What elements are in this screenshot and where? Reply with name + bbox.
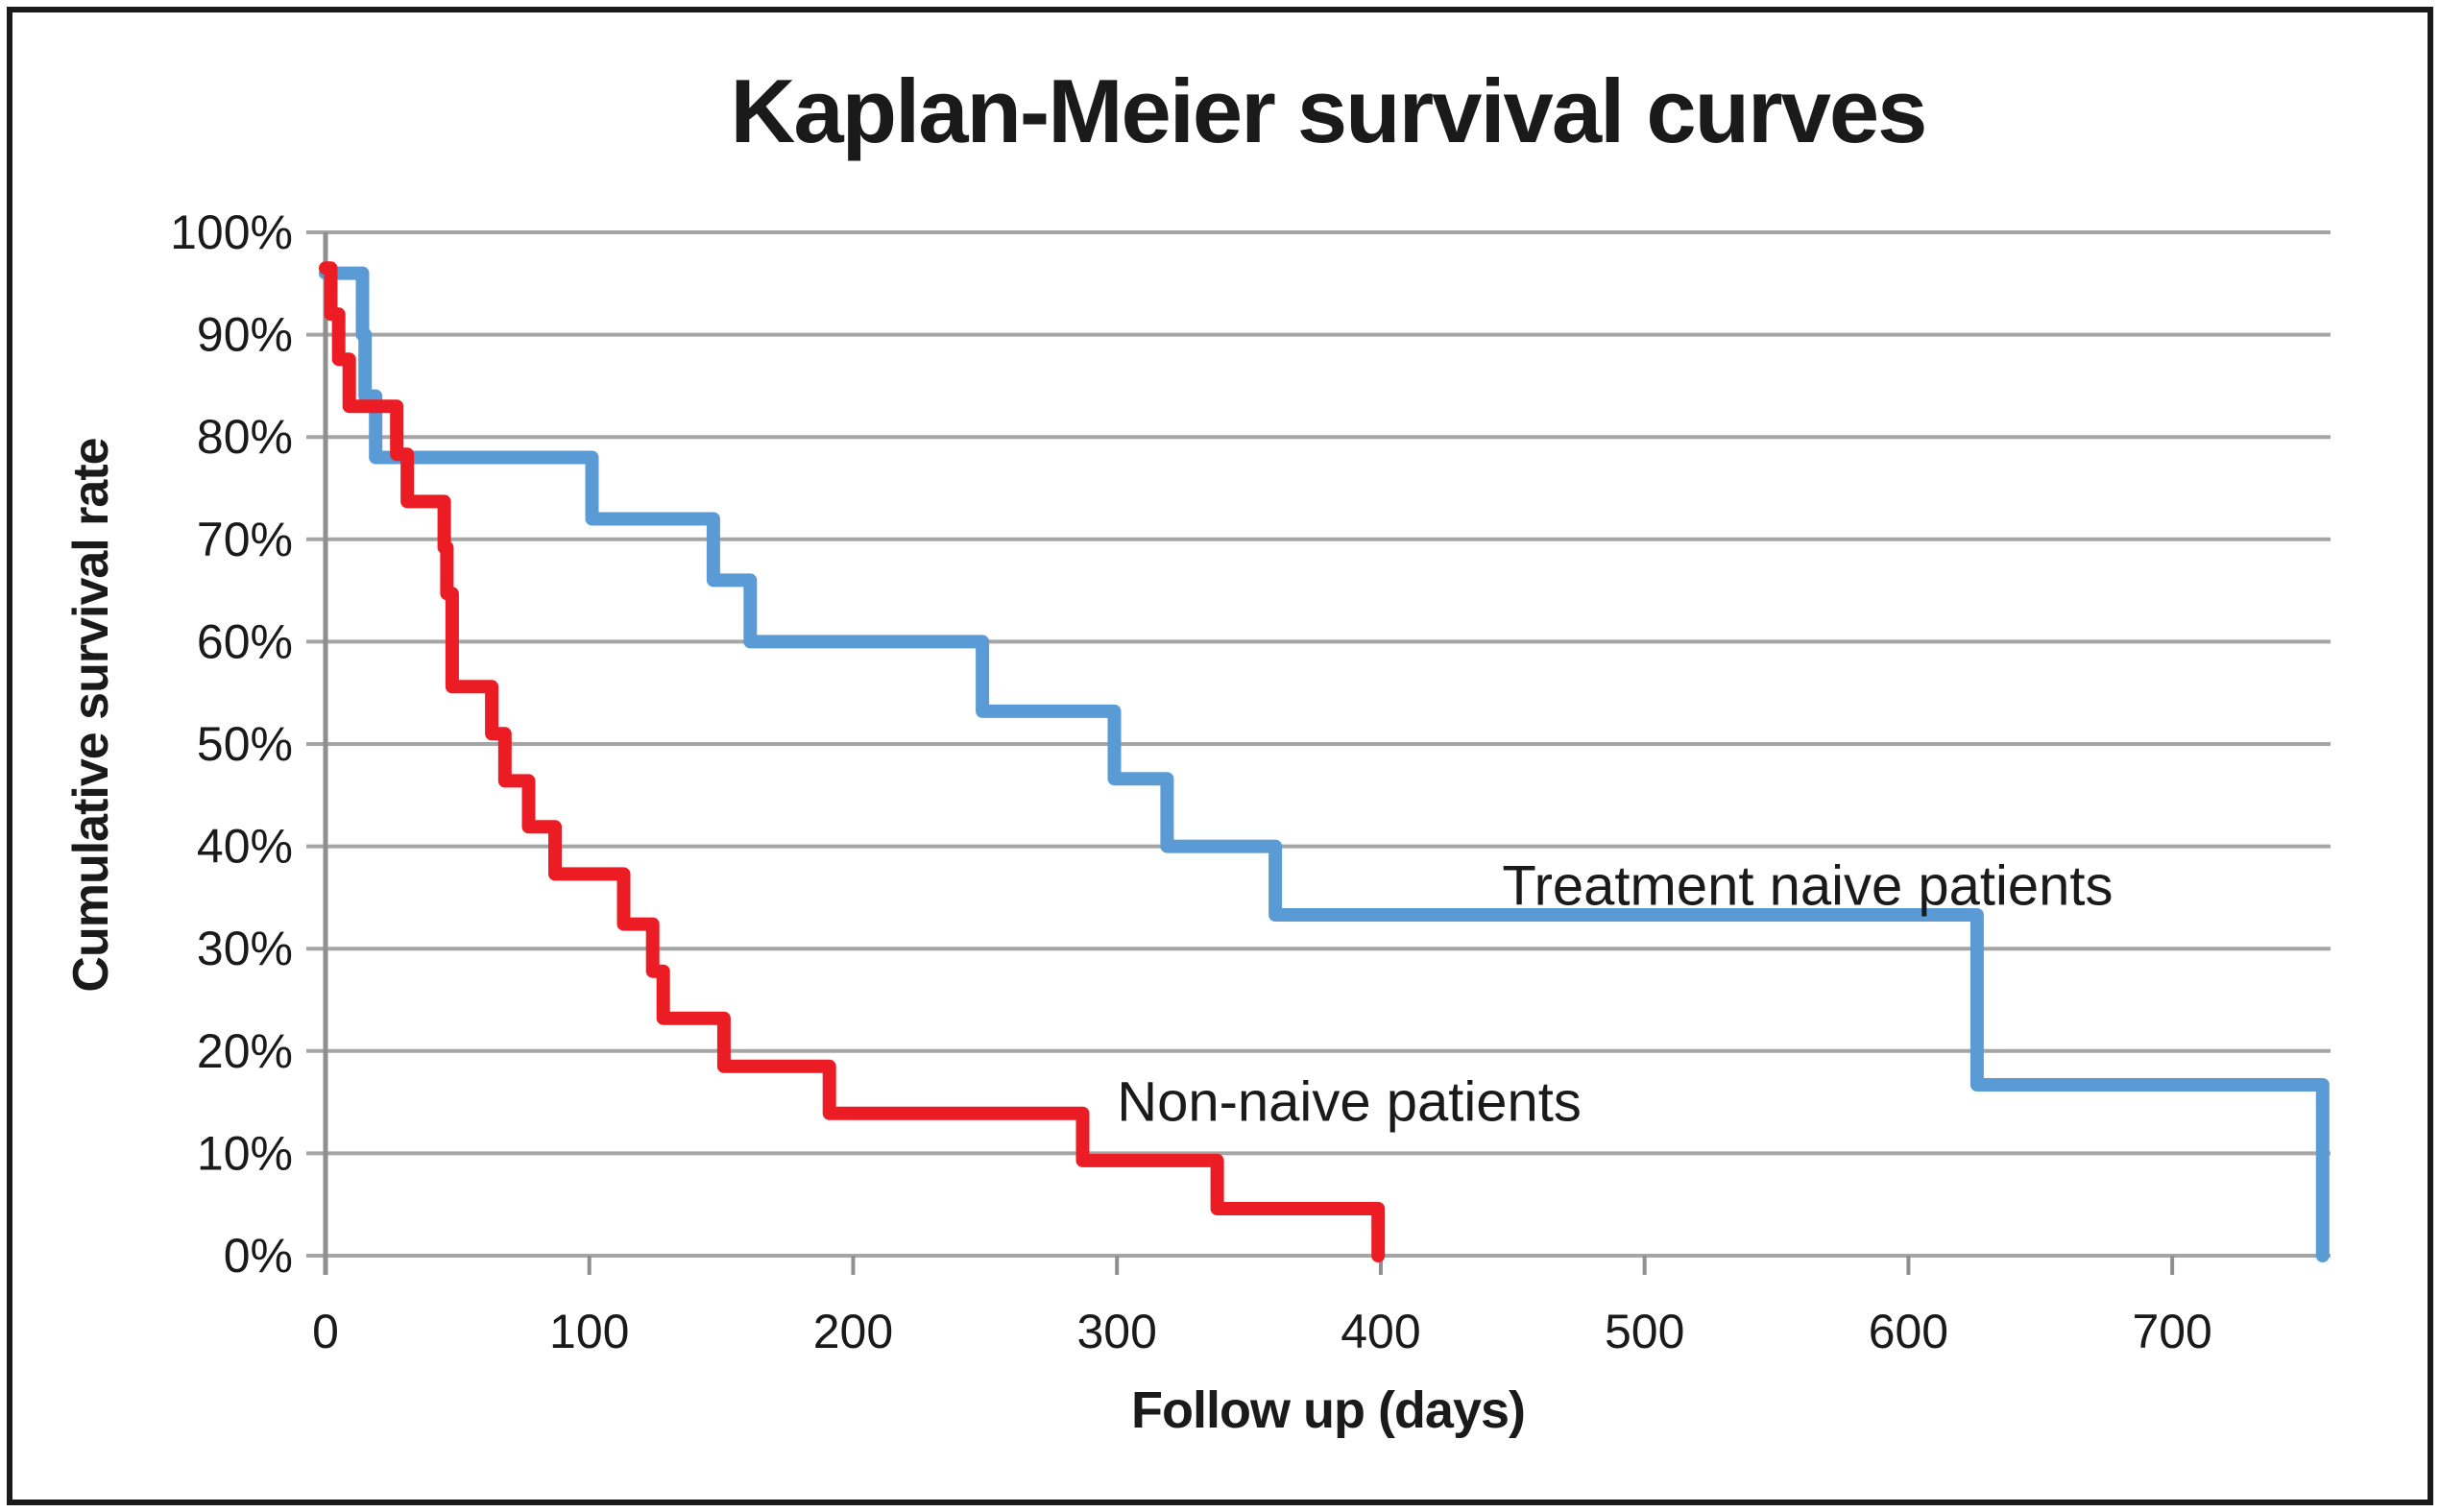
series-line-non-naive xyxy=(319,261,1386,1262)
y-tick-label-60%: 60% xyxy=(197,614,293,668)
x-tick-label-100: 100 xyxy=(549,1305,629,1358)
x-tick-label-200: 200 xyxy=(813,1305,893,1358)
y-tick-label-20%: 20% xyxy=(197,1024,293,1078)
chart-title: Kaplan-Meier survival curves xyxy=(731,60,1926,161)
x-tick-label-700: 700 xyxy=(2132,1305,2211,1358)
series-label-non-naive: Non-naive patients xyxy=(1117,1070,1582,1133)
x-tick-label-400: 400 xyxy=(1341,1305,1420,1358)
tick-labels: 0% 10% 20% 30% 40% 50% 60% 70% 80% 90% 100% 0 100 200… xyxy=(170,205,2212,1358)
x-tick-label-600: 600 xyxy=(1869,1305,1948,1358)
y-tick-label-70%: 70% xyxy=(197,513,293,566)
x-tick-label-500: 500 xyxy=(1605,1305,1684,1358)
y-tick-label-100%: 100% xyxy=(170,205,293,259)
y-tick-label-50%: 50% xyxy=(197,717,293,771)
y-tick-label-40%: 40% xyxy=(197,820,293,874)
series-label-treatment-naive: Treatment naive patients xyxy=(1502,854,2113,917)
series-line-treatment-naive xyxy=(319,266,2330,1262)
x-axis-title: Follow up (days) xyxy=(1131,1381,1525,1439)
y-tick-label-10%: 10% xyxy=(197,1126,293,1180)
series-labels: Treatment naive patients Non-naive patien… xyxy=(1117,854,2113,1133)
y-axis-title: Cumulative survival rate xyxy=(63,438,119,992)
y-tick-label-0%: 0% xyxy=(224,1229,293,1283)
x-tick-label-300: 300 xyxy=(1076,1305,1156,1358)
figure-border xyxy=(7,7,2433,1505)
y-tick-label-80%: 80% xyxy=(197,410,293,464)
gridlines xyxy=(306,230,2331,1258)
y-tick-label-30%: 30% xyxy=(197,922,293,975)
y-tick-label-90%: 90% xyxy=(197,308,293,362)
series-lines xyxy=(319,261,2330,1262)
x-tick-label-0: 0 xyxy=(312,1305,339,1358)
